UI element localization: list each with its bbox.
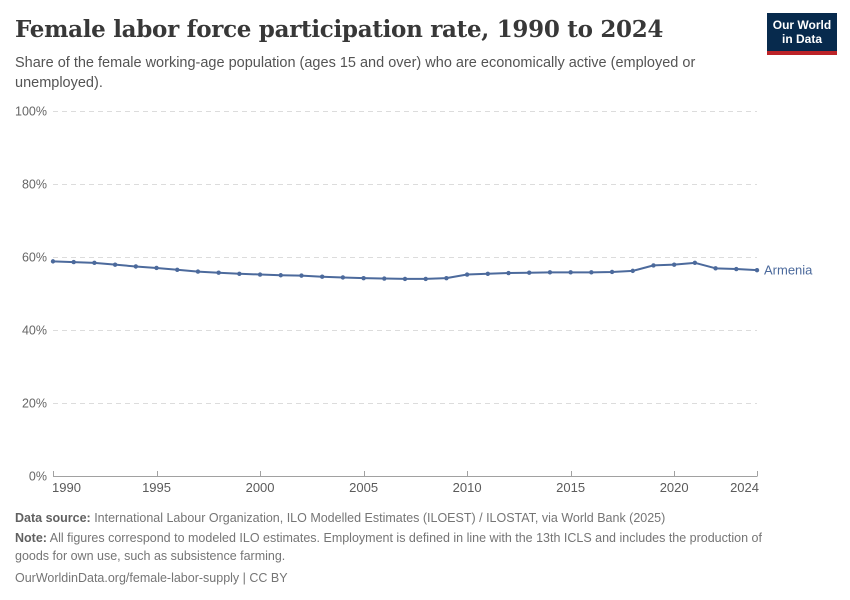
data-point: [754, 267, 760, 273]
y-tick-label: 80%: [22, 178, 47, 192]
data-point: [527, 270, 532, 275]
x-tick-label: 2000: [246, 480, 275, 495]
owid-logo-line2: in Data: [781, 32, 822, 47]
data-source-label: Data source:: [15, 511, 91, 525]
data-point: [133, 264, 139, 269]
data-point: [382, 276, 387, 281]
note-label: Note:: [15, 531, 47, 546]
note-text: All figures correspond to modeled ILO es…: [15, 531, 762, 564]
data-point: [692, 260, 698, 266]
chart-footer: Data source: International Labour Organi…: [15, 509, 797, 588]
series-label: Armenia: [764, 263, 813, 278]
data-point: [734, 266, 739, 272]
data-point: [464, 272, 470, 277]
y-tick-label: 40%: [22, 324, 47, 338]
data-point: [92, 260, 97, 266]
data-point: [671, 262, 677, 267]
y-tick-label: 0%: [29, 470, 47, 484]
x-tick-label: 2020: [660, 480, 689, 495]
data-point: [319, 274, 325, 279]
data-point: [340, 275, 346, 280]
data-point: [651, 263, 656, 268]
x-tick-label: 2015: [556, 480, 585, 495]
data-point: [485, 271, 491, 276]
url-line: OurWorldinData.org/female-labor-supply |…: [15, 569, 797, 587]
x-tick-label: 1995: [142, 480, 171, 495]
data-point: [299, 273, 304, 278]
series-line: [52, 260, 758, 280]
data-point: [589, 270, 594, 275]
chart-header: Female labor force participation rate, 1…: [15, 16, 760, 93]
data-point: [444, 275, 449, 281]
x-tick-label: 2010: [453, 480, 482, 495]
data-point: [278, 273, 283, 278]
owid-logo-line1: Our World: [772, 18, 832, 32]
note-line: Note: All figures correspond to modeled …: [15, 529, 797, 565]
data-point: [402, 276, 408, 282]
x-tick-label: 1990: [52, 480, 81, 495]
data-point: [216, 270, 221, 275]
data-point: [154, 265, 159, 271]
y-tick-label: 20%: [22, 397, 47, 411]
data-point: [257, 272, 263, 277]
data-point: [630, 268, 635, 274]
data-point: [609, 269, 615, 275]
data-point: [237, 271, 242, 276]
data-point: [423, 276, 428, 282]
data-point: [568, 270, 573, 275]
page-title: Female labor force participation rate, 1…: [15, 16, 664, 43]
data-point: [112, 262, 118, 267]
x-tick-label: 2005: [349, 480, 378, 495]
owid-logo[interactable]: Our World in Data: [767, 13, 837, 55]
license-text: | CC BY: [239, 571, 288, 586]
chart-subtitle: Share of the female working-age populati…: [15, 54, 696, 91]
data-source-text: International Labour Organization, ILO M…: [90, 511, 666, 525]
data-point: [195, 269, 201, 274]
data-point: [71, 259, 76, 265]
data-point: [175, 267, 180, 272]
data-point: [713, 266, 718, 271]
data-source-line: Data source: International Labour Organi…: [15, 509, 797, 527]
x-tick-label: 2024: [730, 480, 759, 495]
data-point: [506, 270, 511, 276]
data-point: [547, 270, 553, 275]
owid-url-link[interactable]: OurWorldinData.org/female-labor-supply: [15, 571, 240, 586]
y-tick-label: 100%: [15, 105, 47, 119]
y-tick-label: 60%: [22, 251, 47, 265]
data-point: [361, 275, 366, 281]
data-point: [50, 259, 56, 264]
